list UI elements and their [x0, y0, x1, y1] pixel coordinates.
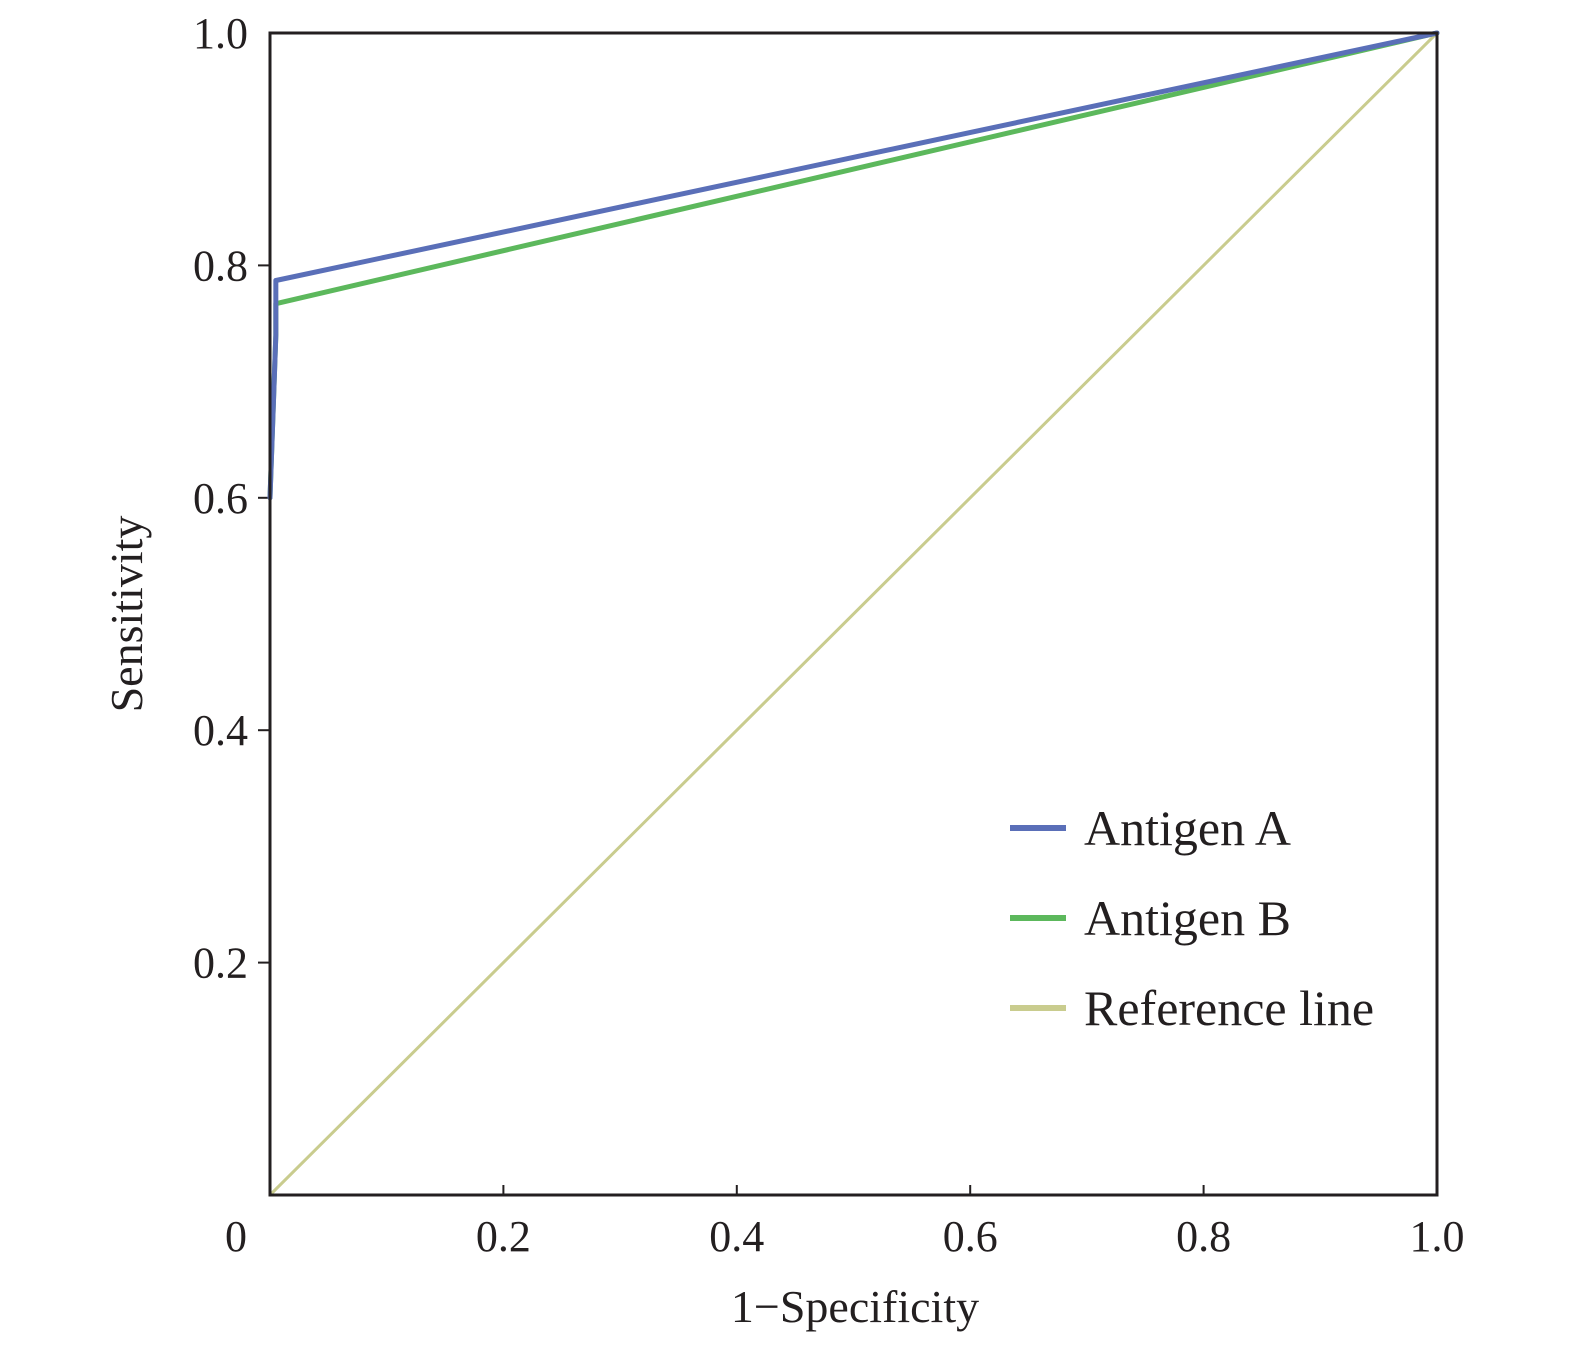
series-line-reference-line	[268, 31, 1439, 1197]
axis-ticks: 0 0.2 0.4 0.6 0.8 1.0 0.2 0.4 0.6 0.8 1.0	[193, 9, 1465, 1261]
legend-label: Antigen B	[1084, 890, 1291, 946]
legend-label: Antigen A	[1084, 800, 1291, 856]
x-tick-label: 0	[225, 1212, 247, 1261]
y-tick-label: 0.8	[193, 241, 248, 290]
x-tick-label: 0.2	[476, 1212, 531, 1261]
series-line-antigen-b	[267, 30, 1440, 501]
y-tick-label: 0.4	[193, 706, 248, 755]
x-tick-label: 0.8	[1176, 1212, 1231, 1261]
legend: Antigen A Antigen B Reference line	[1010, 800, 1374, 1036]
series-line-antigen-a	[267, 30, 1440, 501]
y-tick-label: 1.0	[193, 9, 248, 58]
y-tick-label: 0.6	[193, 474, 248, 523]
legend-label: Reference line	[1084, 980, 1374, 1036]
x-tick-label: 0.6	[943, 1212, 998, 1261]
y-axis-title: Sensitivity	[101, 516, 152, 713]
x-axis-title: 1−Specificity	[731, 1281, 979, 1332]
y-tick-label: 0.2	[193, 939, 248, 988]
x-tick-label: 1.0	[1410, 1212, 1465, 1261]
series-lines	[267, 30, 1440, 1197]
plot-frame	[268, 31, 1439, 1197]
x-tick-label: 0.4	[709, 1212, 764, 1261]
